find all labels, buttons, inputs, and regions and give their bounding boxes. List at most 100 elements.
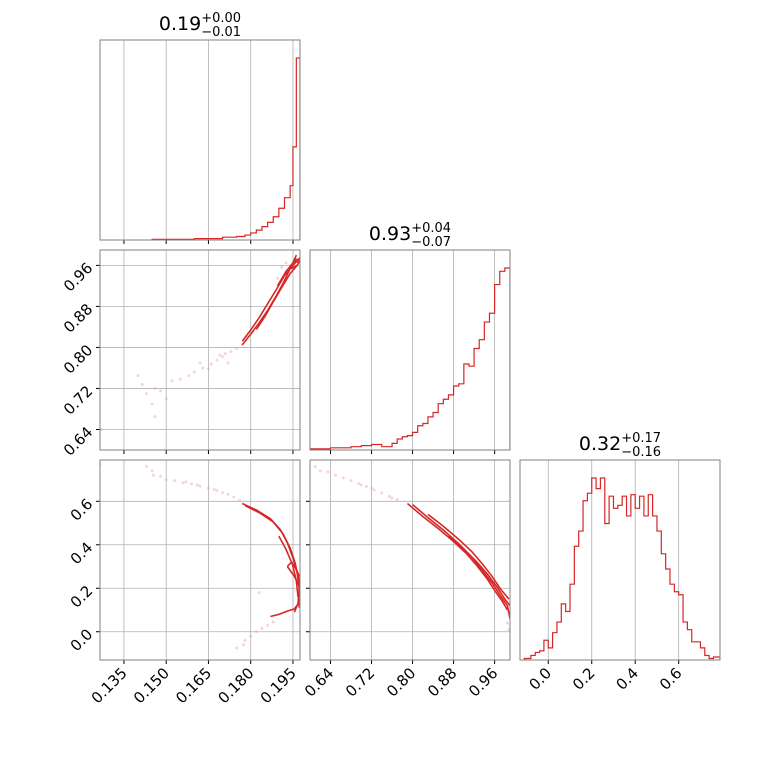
- scatter-point: [390, 496, 394, 500]
- scatter-point: [209, 362, 213, 366]
- y-tick-label: 0.2: [67, 582, 97, 612]
- scatter-point: [164, 397, 168, 401]
- scatter-point: [280, 265, 284, 269]
- panel-frame: [99, 39, 301, 241]
- scatter-point: [201, 366, 205, 370]
- y-tick-label: 0.72: [60, 382, 96, 418]
- x-tick-label: 0.64: [301, 664, 337, 700]
- scatter-point: [198, 361, 202, 365]
- contour-line: [447, 535, 510, 607]
- scatter-point: [507, 628, 510, 632]
- param-title-1: 0.93+0.04: [369, 221, 451, 245]
- scatter-point: [226, 492, 230, 496]
- contour-line: [276, 260, 300, 287]
- scatter-point: [153, 415, 157, 419]
- scatter-points: [100, 462, 275, 650]
- scatter-point: [313, 465, 317, 469]
- scatter-point: [221, 355, 225, 359]
- scatter-point: [334, 473, 338, 477]
- scatter-point: [173, 479, 177, 483]
- scatter-point: [370, 486, 374, 490]
- density-panel-1-2: [306, 459, 511, 664]
- scatter-point: [257, 591, 261, 595]
- scatter-point: [505, 621, 509, 625]
- scatter-point: [226, 361, 230, 365]
- y-tick-label: 0.88: [60, 300, 96, 336]
- y-tick-label: 0.6: [67, 495, 97, 525]
- histogram-line-2: [523, 477, 720, 660]
- x-tick-label: 0.0: [525, 664, 555, 694]
- contour-line: [278, 535, 299, 598]
- scatter-point: [153, 386, 157, 390]
- scatter-point: [243, 638, 247, 642]
- x-tick-label: 0.96: [465, 664, 501, 700]
- scatter-point: [140, 382, 144, 386]
- contour-line: [406, 502, 509, 611]
- panel-frame: [99, 249, 301, 451]
- scatter-point: [178, 377, 182, 381]
- scatter-point: [100, 427, 103, 431]
- histogram-panel-2: [519, 459, 721, 664]
- histogram-panel-1: [309, 249, 511, 454]
- scatter-point: [235, 646, 239, 650]
- scatter-point: [198, 484, 202, 488]
- scatter-point: [232, 495, 236, 499]
- y-tick-label: 0.80: [60, 341, 96, 377]
- x-tick-label: 0.195: [257, 664, 300, 707]
- panel-frame: [309, 249, 511, 451]
- scatter-point: [254, 630, 258, 634]
- scatter-point: [181, 481, 185, 485]
- scatter-point: [218, 353, 222, 357]
- density-panel-0-1: [96, 249, 301, 454]
- contour-line: [270, 602, 300, 618]
- x-tick-label: 0.4: [612, 664, 642, 694]
- x-tick-label: 0.80: [383, 664, 419, 700]
- scatter-point: [212, 487, 216, 491]
- scatter-point: [266, 623, 270, 627]
- x-tick-label: 0.2: [569, 664, 599, 694]
- scatter-point: [326, 470, 330, 474]
- scatter-point: [144, 465, 148, 469]
- x-tick-label: 0.88: [424, 664, 460, 700]
- contour-line: [427, 513, 510, 600]
- scatter-point: [215, 358, 219, 362]
- scatter-point: [184, 480, 188, 484]
- scatter-point: [159, 389, 163, 393]
- scatter-point: [190, 482, 194, 486]
- scatter-point: [284, 261, 288, 265]
- y-tick-label: 0.64: [60, 423, 96, 459]
- density-panel-0-2: [96, 459, 301, 664]
- scatter-point: [221, 491, 225, 495]
- scatter-point: [215, 488, 219, 492]
- scatter-point: [271, 620, 275, 624]
- scatter-point: [206, 486, 210, 490]
- scatter-point: [229, 350, 233, 354]
- x-tick-label: 0.150: [130, 664, 173, 707]
- scatter-point: [192, 370, 196, 374]
- scatter-point: [260, 626, 264, 630]
- scatter-point: [242, 643, 246, 647]
- y-tick-label: 0.0: [67, 625, 97, 655]
- scatter-point: [144, 392, 148, 396]
- scatter-point: [206, 367, 210, 371]
- param-title-2: 0.32+0.17: [579, 431, 661, 455]
- scatter-point: [372, 488, 376, 492]
- param-title-minus-0: −0.01: [201, 25, 241, 40]
- scatter-point: [187, 374, 191, 378]
- param-title-0: 0.19+0.00: [159, 11, 241, 35]
- panel-frame: [309, 459, 511, 661]
- histogram-line-1: [310, 267, 510, 450]
- scatter-point: [395, 498, 399, 502]
- scatter-point: [341, 476, 345, 480]
- scatter-point: [359, 483, 363, 487]
- param-title-minus-1: −0.07: [411, 235, 451, 250]
- y-tick-label: 0.96: [60, 259, 96, 295]
- scatter-point: [237, 498, 241, 502]
- scatter-point: [164, 478, 168, 482]
- contour-line: [255, 263, 299, 330]
- scatter-point: [318, 469, 322, 473]
- x-tick-label: 0.135: [88, 664, 131, 707]
- y-tick-label: 0.4: [67, 538, 97, 568]
- scatter-point: [195, 483, 199, 487]
